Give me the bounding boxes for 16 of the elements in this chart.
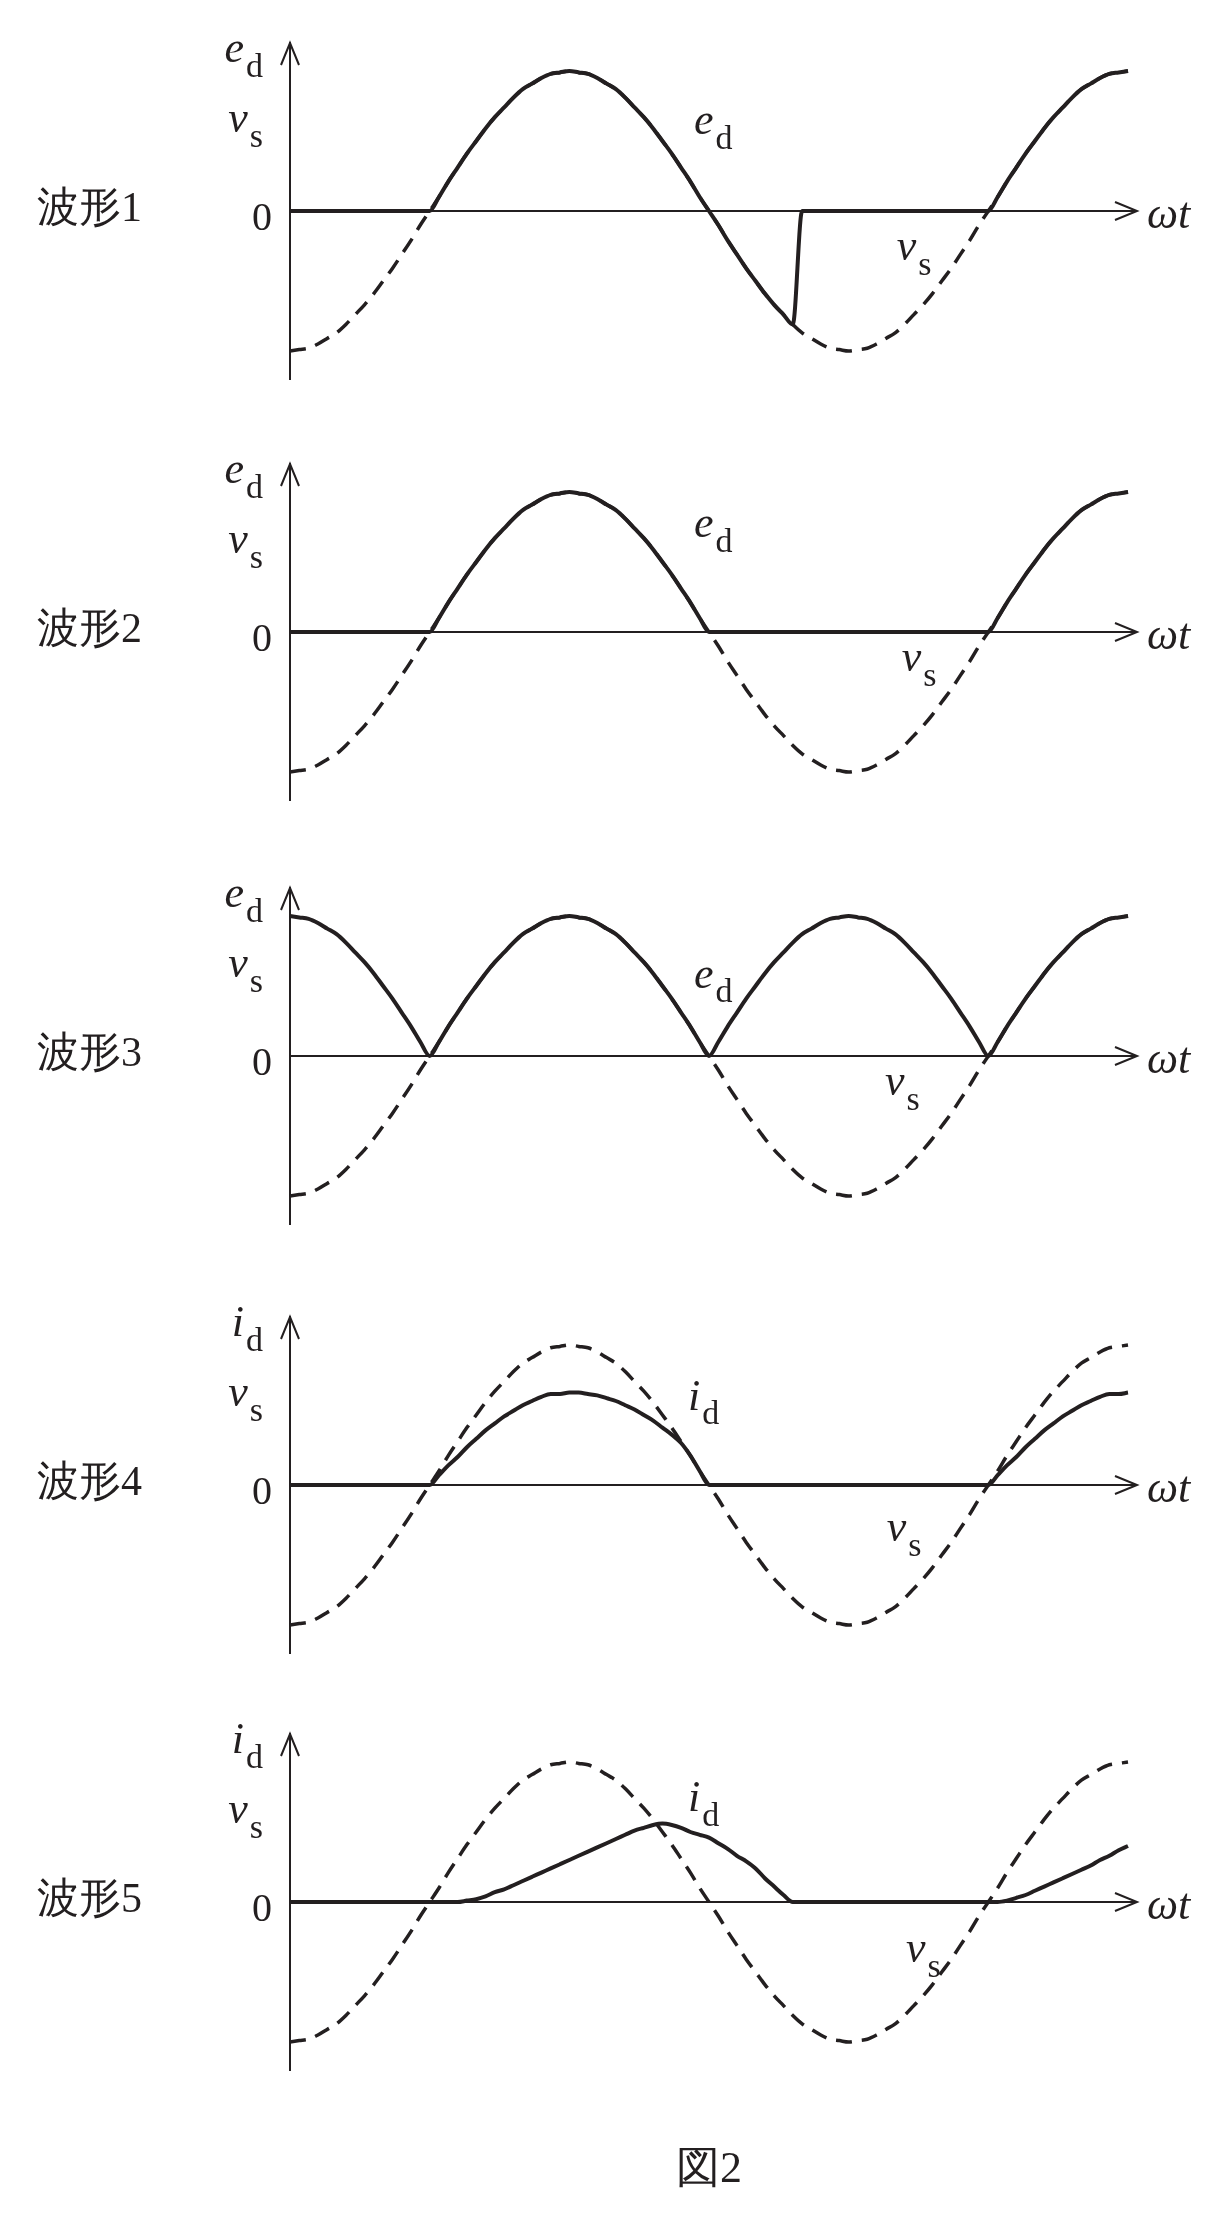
x-axis-title: ωt	[1147, 1463, 1193, 1512]
text: 0	[252, 615, 272, 660]
text: 0	[252, 194, 272, 239]
x-axis-title: ωt	[1147, 1880, 1193, 1929]
text: 波形2	[37, 605, 142, 651]
caption: 図2	[676, 2143, 742, 2192]
text: 波形4	[37, 1458, 142, 1504]
text: 波形1	[37, 184, 142, 230]
text: 波形3	[37, 1029, 142, 1075]
text: 0	[252, 1885, 272, 1930]
text: 0	[252, 1468, 272, 1513]
text: 波形5	[37, 1875, 142, 1921]
x-axis-title: ωt	[1147, 189, 1193, 238]
x-axis-title: ωt	[1147, 610, 1193, 659]
x-axis-title: ωt	[1147, 1034, 1193, 1083]
text: 0	[252, 1039, 272, 1084]
